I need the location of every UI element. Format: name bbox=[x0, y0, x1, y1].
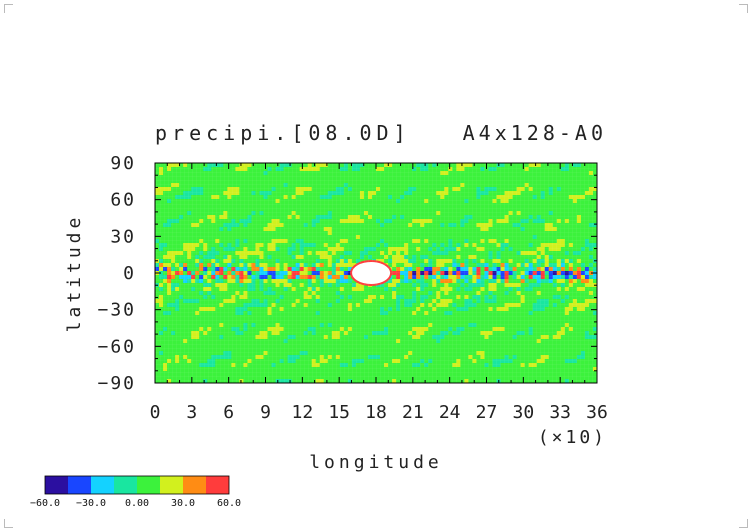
crop-mark bbox=[739, 4, 748, 13]
crop-mark bbox=[4, 519, 13, 528]
crop-mark bbox=[4, 4, 13, 13]
crop-mark bbox=[739, 519, 748, 528]
